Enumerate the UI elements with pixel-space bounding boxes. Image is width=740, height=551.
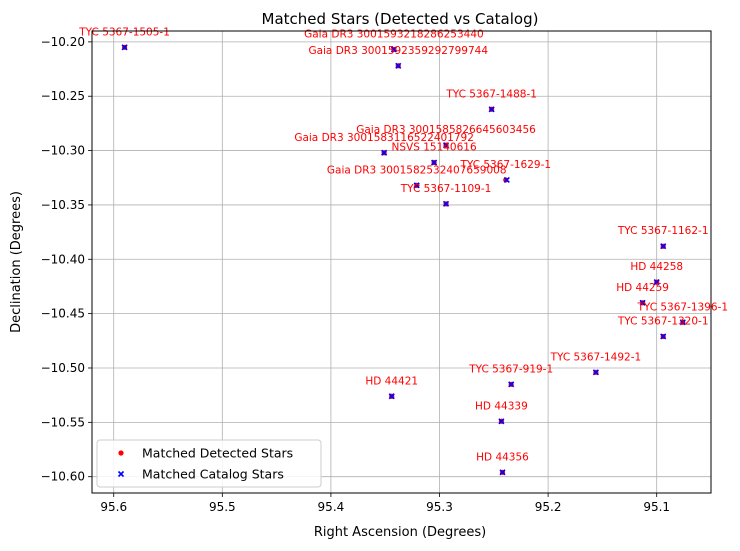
catalog-marker-stroke xyxy=(431,159,438,166)
y-tick-label: −10.30 xyxy=(41,144,85,158)
star-annotation: TYC 5367-1492-1 xyxy=(550,351,642,363)
star-annotation: TYC 5367-1629-1 xyxy=(459,159,551,171)
catalog-star-marker xyxy=(413,182,420,189)
catalog-marker-stroke xyxy=(660,243,667,250)
catalog-marker-stroke xyxy=(508,381,515,388)
catalog-marker-stroke xyxy=(592,369,599,376)
star-annotation: Gaia DR3 3001593218286253440 xyxy=(304,28,484,40)
catalog-star-marker xyxy=(653,279,660,286)
catalog-marker-stroke xyxy=(442,142,450,149)
catalog-marker-stroke xyxy=(488,106,495,113)
catalog-marker-stroke xyxy=(499,469,506,476)
x-axis-label: Right Ascension (Degrees) xyxy=(314,525,486,540)
star-annotation: HD 44259 xyxy=(616,282,669,294)
y-tick-label: −10.55 xyxy=(41,415,85,429)
star-annotation: Gaia DR3 3001585826645603456 xyxy=(356,124,536,136)
y-tick-label: −10.45 xyxy=(41,307,85,321)
catalog-star-marker xyxy=(442,200,450,207)
star-annotation: Gaia DR3 3001592359292799744 xyxy=(308,45,488,57)
catalog-star-marker xyxy=(498,418,505,425)
star-annotation: TYC 5367-1505-1 xyxy=(78,26,170,38)
star-annotation: TYC 5367-1162-1 xyxy=(617,225,709,237)
grid-lines xyxy=(92,31,711,493)
y-tick-label: −10.35 xyxy=(41,198,85,212)
legend-detected-label: Matched Detected Stars xyxy=(142,446,293,461)
catalog-star-marker xyxy=(488,106,495,113)
x-tick-label: 95.2 xyxy=(535,500,562,514)
catalog-star-marker xyxy=(442,142,450,149)
x-tick-label: 95.6 xyxy=(100,500,127,514)
catalog-marker-stroke xyxy=(442,200,450,207)
star-annotation: HD 44258 xyxy=(630,261,683,273)
catalog-star-marker xyxy=(592,369,599,376)
catalog-marker-stroke xyxy=(121,44,128,51)
catalog-star-marker xyxy=(508,381,515,388)
catalog-marker-stroke xyxy=(395,62,402,69)
catalog-marker-stroke xyxy=(498,418,505,425)
data-points xyxy=(121,44,686,476)
y-tick-label: −10.25 xyxy=(41,89,85,103)
y-tick-label: −10.40 xyxy=(41,252,85,266)
catalog-star-marker xyxy=(431,159,438,166)
star-annotation: NSVS 15140616 xyxy=(392,142,477,154)
star-annotation: HD 44356 xyxy=(476,451,529,463)
star-annotation: HD 44421 xyxy=(365,375,418,387)
x-tick-label: 95.4 xyxy=(318,500,345,514)
catalog-marker-stroke xyxy=(390,46,397,53)
x-tick-label: 95.3 xyxy=(426,500,453,514)
catalog-marker-stroke xyxy=(639,299,646,306)
star-annotation: TYC 5367-1396-1 xyxy=(636,301,728,313)
catalog-star-marker xyxy=(679,319,686,326)
catalog-star-marker xyxy=(503,176,510,183)
catalog-marker-stroke xyxy=(503,176,510,183)
star-annotation: TYC 5367-1488-1 xyxy=(445,88,537,100)
catalog-star-marker xyxy=(499,469,506,476)
star-annotation: TYC 5367-919-1 xyxy=(468,363,553,375)
y-tick-label: −10.60 xyxy=(41,470,85,484)
axis-ticks: 95.6 95.5 95.4 95.3 95.2 95.1 −10.20 −10.25 −10.… xyxy=(41,35,670,514)
x-tick-label: 95.1 xyxy=(643,500,670,514)
catalog-star-marker xyxy=(381,149,388,156)
legend: Matched Detected Stars Matched Catalog St… xyxy=(96,439,322,488)
catalog-star-marker xyxy=(660,333,667,340)
catalog-star-marker xyxy=(395,62,402,69)
x-tick-label: 95.5 xyxy=(209,500,236,514)
catalog-star-marker xyxy=(121,44,128,51)
star-annotation: TYC 5367-1320-1 xyxy=(617,315,709,327)
catalog-star-marker xyxy=(639,299,646,306)
legend-catalog-label: Matched Catalog Stars xyxy=(142,467,284,482)
star-annotation: Gaia DR3 3001583116522401792 xyxy=(294,132,474,144)
point-annotations: TYC 5367-1505-1 Gaia DR3 3001593218286253… xyxy=(78,26,728,463)
star-annotation: TYC 5367-1109-1 xyxy=(400,183,492,195)
catalog-marker-stroke xyxy=(381,149,388,156)
y-tick-label: −10.50 xyxy=(41,361,85,375)
legend-detected-marker xyxy=(118,450,124,456)
star-annotation: Gaia DR3 3001582532407659008 xyxy=(327,164,507,176)
catalog-star-marker xyxy=(660,243,667,250)
catalog-marker-stroke xyxy=(413,182,420,189)
legend-catalog-marker xyxy=(117,470,125,478)
catalog-marker-stroke xyxy=(117,470,125,478)
chart-title: Matched Stars (Detected vs Catalog) xyxy=(262,10,539,28)
catalog-star-marker xyxy=(388,393,395,400)
catalog-marker-stroke xyxy=(388,393,395,400)
catalog-marker-stroke xyxy=(679,319,686,326)
legend-box xyxy=(96,439,322,488)
y-tick-label: −10.20 xyxy=(41,35,85,49)
y-axis-label: Declination (Degrees) xyxy=(9,191,24,333)
plot-frame xyxy=(91,30,712,494)
star-annotation: HD 44339 xyxy=(475,400,528,412)
catalog-star-marker xyxy=(390,46,397,53)
catalog-marker-stroke xyxy=(660,333,667,340)
catalog-marker-stroke xyxy=(653,279,660,286)
